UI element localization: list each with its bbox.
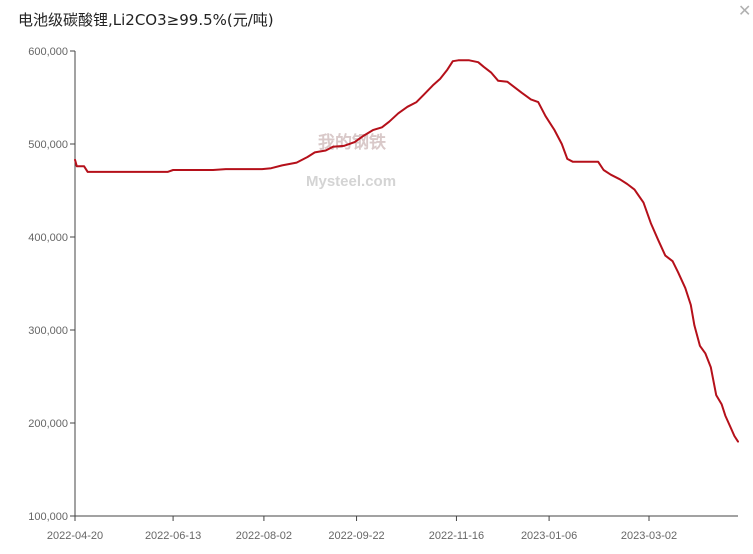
y-tick-label: 200,000 (28, 418, 68, 430)
watermark-english: Mysteel.com (306, 173, 396, 190)
x-tick-label: 2022-08-02 (236, 530, 292, 542)
y-tick-label: 600,000 (28, 46, 68, 58)
chart-title: 电池级碳酸锂,Li2CO3≥99.5%(元/吨) (18, 11, 274, 29)
x-tick-label: 2022-04-20 (47, 530, 103, 542)
x-tick-label: 2022-06-13 (145, 530, 201, 542)
x-tick-label: 2023-03-02 (621, 530, 677, 542)
series-line (74, 59, 739, 443)
y-tick-label: 400,000 (28, 232, 68, 244)
x-tick-label: 2023-01-06 (521, 530, 577, 542)
x-axis: 2022-04-20 2022-06-13 2022-08-02 2022-09-22… (47, 515, 738, 542)
x-tick-label: 2022-09-22 (328, 530, 384, 542)
watermark: 我的钢铁 Mysteel.com (306, 132, 396, 190)
y-tick-label: 100,000 (28, 511, 68, 523)
y-axis: 100,000 200,000 300,000 400,000 500,000 600,0… (28, 46, 76, 523)
close-icon[interactable]: ✕ (738, 3, 752, 20)
x-tick-label: 2022-11-16 (429, 530, 484, 542)
y-tick-label: 300,000 (28, 325, 68, 337)
y-tick-label: 500,000 (28, 139, 68, 151)
series-group (74, 59, 739, 443)
